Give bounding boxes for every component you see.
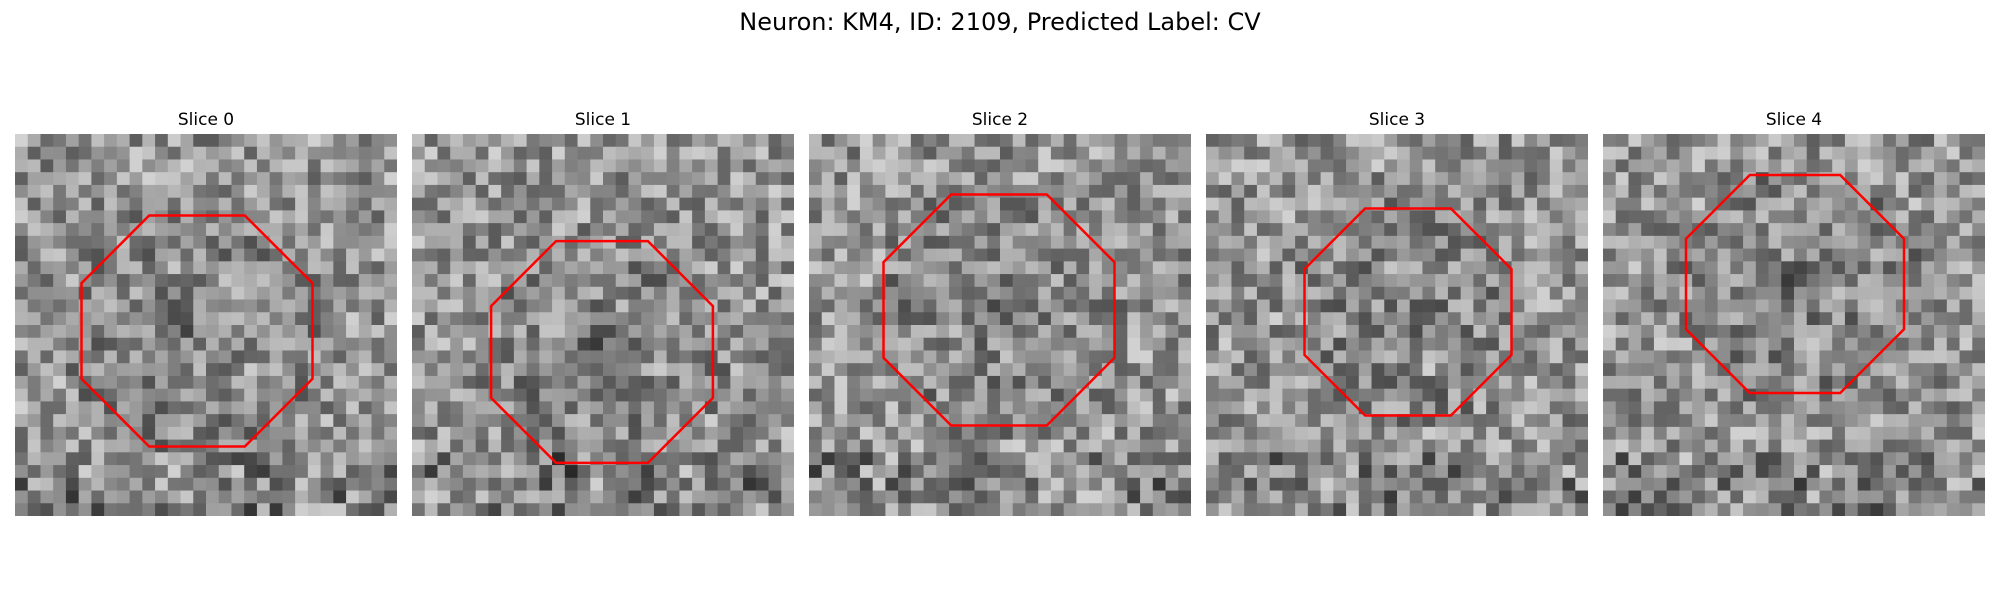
slice-title: Slice 4 [1765, 110, 1823, 130]
roi-contour [1684, 173, 1906, 395]
slice-image [1206, 134, 1588, 516]
roi-contour [882, 193, 1116, 427]
slice-panel-2: Slice 2 [809, 108, 1191, 516]
roi-contour [1303, 207, 1513, 417]
slice-image [809, 134, 1191, 516]
slice-title: Slice 1 [574, 110, 632, 130]
slice-panel-1: Slice 1 [412, 108, 794, 516]
roi-contour [489, 239, 715, 465]
pixel-grid [1603, 134, 1985, 516]
pixel-grid [15, 134, 397, 516]
slice-title: Slice 2 [971, 110, 1029, 130]
slice-panel-4: Slice 4 [1603, 108, 1985, 516]
slice-title: Slice 3 [1368, 110, 1426, 130]
slice-panel-3: Slice 3 [1206, 108, 1588, 516]
pixel-grid [412, 134, 794, 516]
slice-image [412, 134, 794, 516]
slice-image [15, 134, 397, 516]
pixel-grid [1206, 134, 1588, 516]
pixel-grid [809, 134, 1191, 516]
slice-panel-0: Slice 0 [15, 108, 397, 516]
roi-contour [80, 214, 314, 448]
figure-title: Neuron: KM4, ID: 2109, Predicted Label: … [739, 8, 1261, 36]
slice-title: Slice 0 [177, 110, 235, 130]
slice-image [1603, 134, 1985, 516]
